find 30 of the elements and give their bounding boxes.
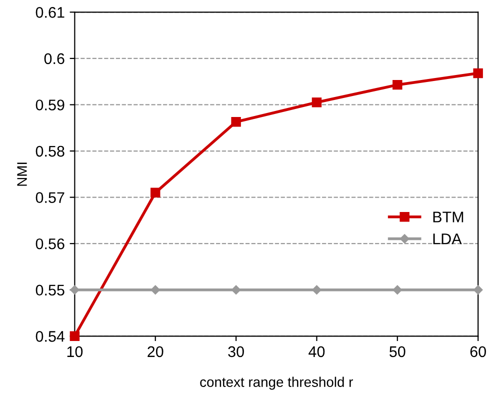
- y-tick-label: 0.6: [44, 53, 64, 64]
- point: [150, 285, 160, 294]
- x-tick-label: 50: [390, 346, 406, 358]
- point: [312, 98, 322, 108]
- x-tick-label: 60: [470, 346, 486, 358]
- y-axis-title: NMI: [17, 162, 27, 186]
- y-tick-label: 0.55: [36, 284, 64, 296]
- point: [231, 116, 241, 127]
- point: [312, 285, 322, 294]
- point: [231, 285, 241, 294]
- point: [392, 285, 402, 294]
- x-tick-label: 20: [148, 346, 164, 358]
- x-axis-title: context range threshold r: [200, 376, 353, 390]
- y-tick-label: 0.56: [36, 238, 64, 250]
- point: [473, 68, 483, 78]
- x-tick-label: 10: [67, 346, 83, 358]
- x-tick-label: 30: [228, 346, 244, 358]
- point: [392, 80, 402, 90]
- point: [70, 331, 80, 342]
- y-tick-label: 0.59: [36, 100, 64, 110]
- y-tick-label: 0.61: [36, 7, 64, 18]
- y-tick-label: 0.57: [36, 192, 64, 203]
- x-tick-label: 40: [308, 346, 325, 358]
- legend-label: LDA: [433, 234, 462, 244]
- legend-label: BTM: [433, 212, 464, 222]
- point: [70, 285, 80, 294]
- point: [150, 188, 160, 198]
- y-tick-label: 0.58: [36, 146, 64, 157]
- y-tick-label: 0.54: [36, 331, 65, 342]
- point: [473, 285, 483, 294]
